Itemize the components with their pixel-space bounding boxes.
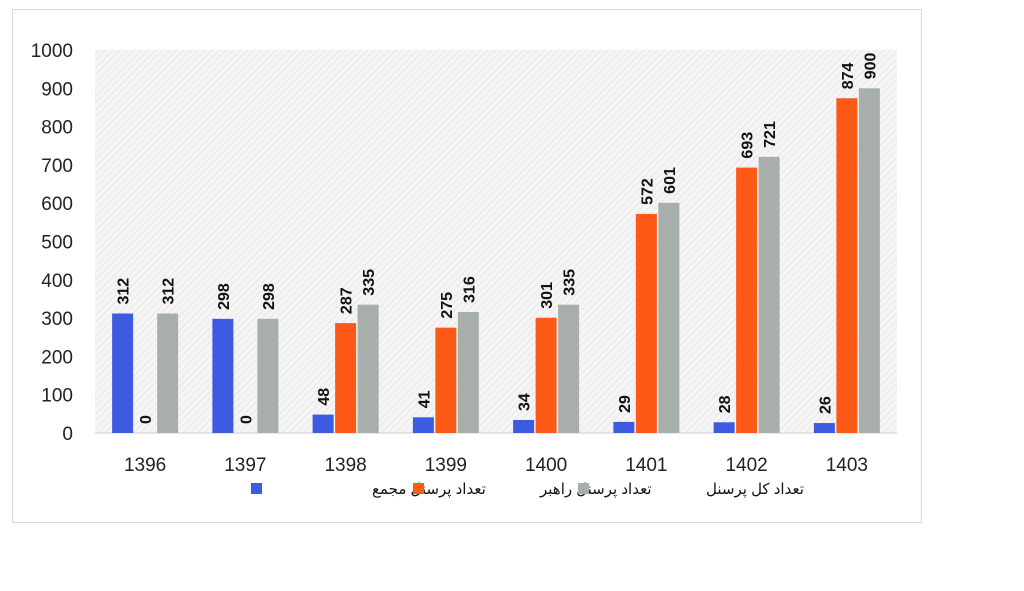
data-label: 0 — [238, 415, 255, 424]
x-tick-label: 1399 — [425, 455, 467, 476]
y-tick-label: 300 — [41, 309, 73, 330]
legend-label: تعداد کل پرسنل — [706, 481, 804, 499]
legend-label: تعداد پرسنل راهبر — [539, 481, 652, 499]
data-label: 312 — [161, 278, 178, 305]
bars — [112, 88, 880, 434]
bar — [157, 313, 179, 433]
bar — [736, 167, 758, 433]
y-tick-label: 900 — [41, 79, 73, 100]
y-tick-label: 500 — [41, 233, 73, 254]
data-label: 26 — [817, 396, 834, 414]
data-label: 48 — [316, 388, 333, 406]
x-tick-label: 1397 — [224, 455, 266, 476]
bar — [613, 421, 635, 433]
y-tick-label: 400 — [41, 271, 73, 292]
bar — [457, 311, 479, 433]
data-label: 298 — [216, 283, 233, 310]
data-label: 316 — [461, 276, 478, 303]
x-tick-label: 1396 — [124, 455, 166, 476]
legend-swatch — [413, 483, 424, 494]
bar — [357, 304, 379, 433]
bar — [713, 422, 735, 433]
bar — [112, 313, 134, 433]
y-axis: 0 100 200 300 400 500 600 700 800 900 1000 — [31, 41, 73, 445]
bar — [412, 417, 434, 433]
y-tick-label: 1000 — [31, 41, 73, 62]
x-tick-label: 1402 — [725, 455, 767, 476]
y-tick-label: 0 — [62, 424, 73, 445]
data-label: 0 — [138, 415, 155, 424]
x-axis: 1396 1397 1398 1399 1400 1401 1402 1403 — [95, 432, 897, 476]
data-label: 874 — [840, 62, 857, 89]
y-tick-label: 800 — [41, 118, 73, 139]
bar — [212, 318, 234, 433]
bar — [558, 304, 580, 433]
x-tick-label: 1398 — [324, 455, 366, 476]
y-tick-label: 200 — [41, 347, 73, 368]
bar — [257, 318, 279, 433]
y-tick-label: 700 — [41, 156, 73, 177]
data-label: 693 — [740, 132, 757, 159]
bar — [435, 327, 457, 433]
bar — [535, 317, 557, 433]
bar — [312, 414, 334, 433]
bar — [513, 419, 535, 433]
data-label: 335 — [361, 269, 378, 296]
data-label: 301 — [539, 282, 556, 309]
x-tick-label: 1403 — [826, 455, 868, 476]
bar — [635, 213, 657, 433]
data-label: 41 — [416, 390, 433, 408]
legend-swatch — [578, 483, 589, 494]
bar — [658, 202, 680, 433]
legend-label: تعداد پرسنل مجمع — [372, 481, 486, 499]
data-label: 335 — [562, 269, 579, 296]
legend: تعداد پرسنل مجمع تعداد پرسنل راهبر تعداد ک… — [251, 481, 804, 499]
data-label: 601 — [662, 167, 679, 194]
y-tick-label: 600 — [41, 194, 73, 215]
data-label: 312 — [116, 278, 133, 305]
bar — [335, 323, 357, 433]
bar — [813, 423, 835, 433]
data-label: 721 — [762, 121, 779, 148]
x-tick-label: 1401 — [625, 455, 667, 476]
data-label: 34 — [517, 393, 534, 411]
data-label: 900 — [862, 53, 879, 80]
data-labels: 312 298 48 41 34 29 28 26 0 0 287 275 301 572 693 874 31… — [116, 53, 880, 424]
data-label: 287 — [339, 287, 356, 314]
data-label: 28 — [717, 395, 734, 413]
bar — [758, 156, 780, 433]
data-label: 29 — [617, 395, 634, 413]
x-tick-label: 1400 — [525, 455, 567, 476]
data-label: 572 — [639, 178, 656, 205]
legend-swatch — [251, 483, 262, 494]
bar — [858, 88, 880, 434]
y-tick-label: 100 — [41, 386, 73, 407]
data-label: 275 — [439, 292, 456, 319]
data-label: 298 — [261, 283, 278, 310]
bar — [836, 98, 858, 434]
